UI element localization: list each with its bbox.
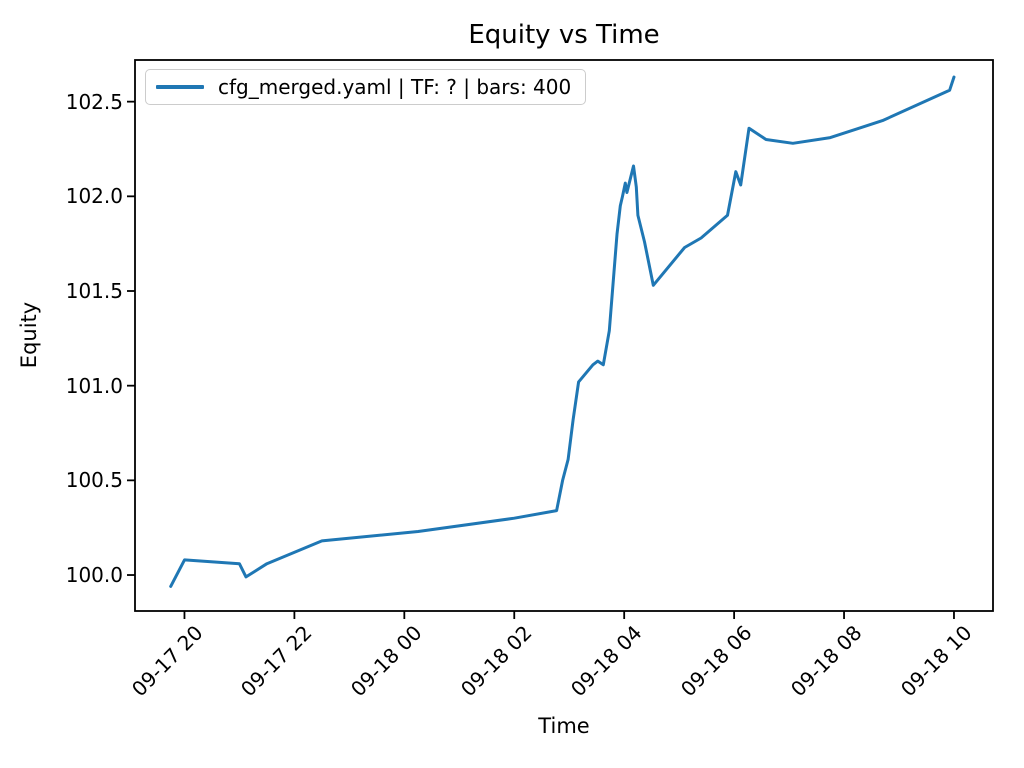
y-tick-label: 101.0 [65, 373, 123, 398]
y-axis-label: Equity [17, 301, 41, 369]
legend-line-sample-icon [156, 85, 204, 89]
x-axis-label: Time [538, 714, 590, 738]
y-tick-label: 100.0 [65, 563, 123, 588]
y-tick-label: 101.5 [65, 279, 123, 303]
axes-frame [134, 59, 994, 612]
y-tick-label: 102.5 [65, 89, 123, 114]
equity-line [169, 75, 956, 588]
legend-box: cfg_merged.yaml | TF: ? | bars: 400 [145, 69, 587, 105]
legend-label: cfg_merged.yaml | TF: ? | bars: 400 [218, 75, 572, 99]
y-tick-label: 102.0 [65, 184, 123, 209]
chart-title: Equity vs Time [468, 20, 660, 50]
y-tick-label: 100.5 [65, 468, 123, 493]
